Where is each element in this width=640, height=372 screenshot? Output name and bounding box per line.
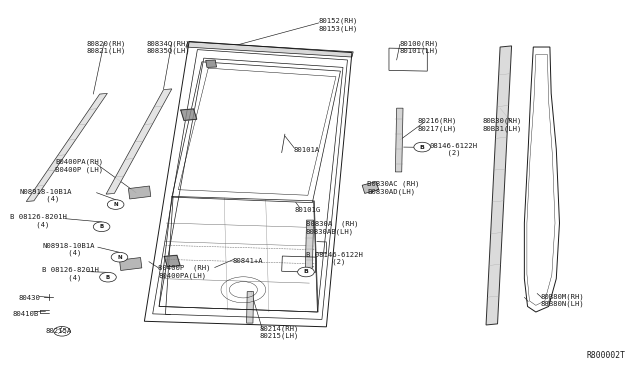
Text: 80820(RH)
80821(LH): 80820(RH) 80821(LH) (87, 40, 126, 54)
Text: 80430: 80430 (19, 295, 40, 301)
Text: B: B (106, 275, 110, 280)
Text: B0830AC (RH)
B0830AD(LH): B0830AC (RH) B0830AD(LH) (367, 181, 420, 195)
Text: 80216(RH)
80217(LH): 80216(RH) 80217(LH) (418, 118, 457, 132)
Text: B0400PA(RH)
B0400P (LH): B0400PA(RH) B0400P (LH) (55, 158, 103, 173)
Polygon shape (396, 108, 403, 172)
Polygon shape (486, 46, 511, 325)
Circle shape (414, 142, 431, 152)
Text: 80410B: 80410B (12, 311, 38, 317)
Text: N: N (117, 255, 122, 260)
Text: N08918-10B1A
      (4): N08918-10B1A (4) (42, 243, 95, 257)
Text: R800002T: R800002T (586, 351, 625, 360)
Polygon shape (26, 93, 108, 202)
Circle shape (108, 200, 124, 209)
Text: 80214(RH)
80215(LH): 80214(RH) 80215(LH) (259, 326, 299, 339)
Circle shape (111, 252, 128, 262)
Text: B 08146-6122H
      (2): B 08146-6122H (2) (306, 251, 363, 265)
Polygon shape (106, 89, 172, 194)
Text: 80B30(RH)
80B31(LH): 80B30(RH) 80B31(LH) (483, 118, 522, 132)
Text: 80830A  (RH)
80830AB(LH): 80830A (RH) 80830AB(LH) (306, 221, 358, 234)
Circle shape (298, 267, 314, 277)
Text: 08146-6122H
    (2): 08146-6122H (2) (430, 143, 478, 157)
Text: 80400P  (RH)
80400PA(LH): 80400P (RH) 80400PA(LH) (159, 265, 211, 279)
Text: 80834Q(RH)
80835Q(LH): 80834Q(RH) 80835Q(LH) (147, 40, 190, 54)
Text: N: N (113, 202, 118, 207)
Text: N08918-10B1A
      (4): N08918-10B1A (4) (20, 189, 72, 202)
Text: 80100(RH)
80101(LH): 80100(RH) 80101(LH) (400, 40, 439, 54)
Text: 80152(RH)
80153(LH): 80152(RH) 80153(LH) (319, 18, 358, 32)
Polygon shape (205, 60, 216, 67)
Polygon shape (164, 255, 180, 267)
Circle shape (93, 222, 110, 232)
Polygon shape (186, 42, 353, 57)
Text: B 08126-8201H
      (4): B 08126-8201H (4) (42, 267, 99, 281)
Text: 80841+A: 80841+A (232, 258, 263, 264)
Text: B: B (99, 224, 104, 229)
Text: 80101G: 80101G (294, 207, 321, 213)
Polygon shape (246, 292, 253, 323)
Polygon shape (362, 182, 379, 193)
Text: 80B80M(RH)
80B80N(LH): 80B80M(RH) 80B80N(LH) (540, 293, 584, 307)
Circle shape (100, 272, 116, 282)
Polygon shape (180, 109, 196, 121)
Text: B: B (303, 269, 308, 275)
Text: 80215A: 80215A (45, 328, 72, 334)
Text: B 08126-8201H
      (4): B 08126-8201H (4) (10, 215, 67, 228)
Polygon shape (305, 220, 314, 268)
Polygon shape (129, 186, 151, 199)
Polygon shape (120, 257, 142, 270)
Text: 80101A: 80101A (293, 147, 319, 153)
Text: B: B (420, 145, 424, 150)
